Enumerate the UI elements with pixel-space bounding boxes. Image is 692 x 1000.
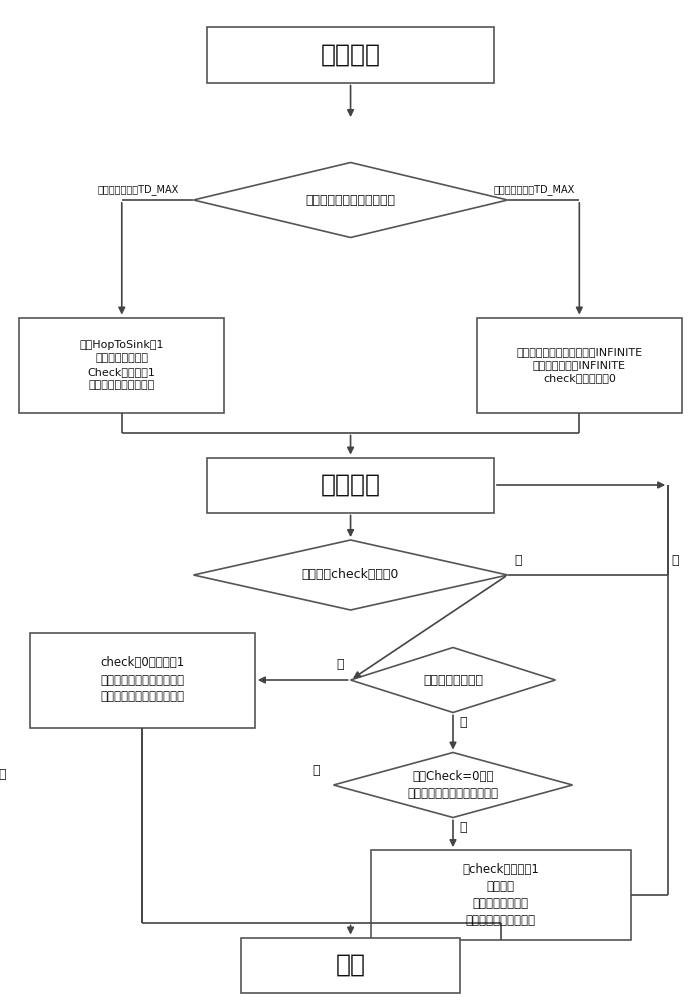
Polygon shape [334,752,572,818]
Text: 到基站距离小于TD_MAX: 到基站距离小于TD_MAX [98,185,179,195]
Bar [19,318,224,412]
Text: 是: 是 [514,554,522,566]
Text: 设置HopToSink为1
计算到基站的能量
Check标志置为1
发送一次路由形成消息: 设置HopToSink为1 计算到基站的能量 Check标志置为1 发送一次路由… [80,340,164,390]
Text: 簇头将到基站的跳数设置为INFINITE
到基站的能量为INFINITE
check标志位设为0: 簇头将到基站的跳数设置为INFINITE 到基站的能量为INFINITE che… [516,347,642,383]
Text: 否: 否 [0,768,6,782]
Text: 置check标志位为1
更新跳数
计算到基站的能量
发送一次路由形成消息: 置check标志位为1 更新跳数 计算到基站的能量 发送一次路由形成消息 [462,863,539,927]
Polygon shape [351,648,556,712]
Text: 路由时间戳已结束: 路由时间戳已结束 [423,674,483,686]
Text: 是: 是 [336,658,344,672]
Bar [477,318,682,412]
Text: 存在簇头check标志为0: 存在簇头check标志为0 [302,568,399,582]
Text: 到基站距离大于TD_MAX: 到基站距离大于TD_MAX [494,185,575,195]
Text: 否: 否 [459,716,467,729]
Text: 簇头检查自己到基站的距离: 簇头检查自己到基站的距离 [306,194,396,207]
Text: 准备阶段: 准备阶段 [320,43,381,67]
Bar [30,633,255,728]
Polygon shape [194,540,508,610]
Text: 如果Check=0并且
收到来自所有上级列表的消息: 如果Check=0并且 收到来自所有上级列表的消息 [408,770,498,800]
Text: 是: 是 [459,821,467,834]
Bar [207,27,494,83]
Text: 否: 否 [312,764,320,776]
Bar [242,938,459,992]
Bar [371,850,630,940]
Text: 路由开始: 路由开始 [320,473,381,497]
Polygon shape [194,162,508,237]
Bar [207,458,494,512]
Text: check为0的簇头置1
如果簇头没有收到任何消息
那么该簇头直接与基站通信: check为0的簇头置1 如果簇头没有收到任何消息 那么该簇头直接与基站通信 [100,656,184,704]
Text: 结束: 结束 [336,953,365,977]
Text: 否: 否 [671,554,679,566]
